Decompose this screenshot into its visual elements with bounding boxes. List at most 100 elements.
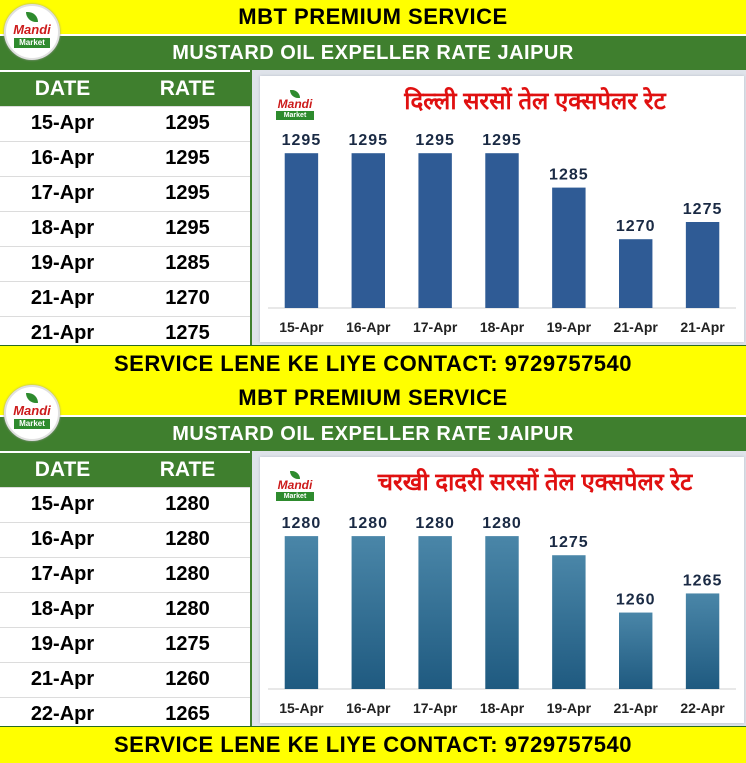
table-row: 18-Apr 1295 [0, 211, 250, 246]
data-label: 1295 [415, 132, 455, 149]
date-cell: 22-Apr [30, 703, 95, 725]
logo-subtext: Market [14, 38, 50, 48]
data-label: 1280 [348, 515, 388, 532]
rate-column-header: RATE [159, 77, 216, 100]
x-tick-label: 21-Apr [680, 319, 725, 335]
rate-cell: 1270 [165, 287, 210, 309]
contact-footer: SERVICE LENE KE LIYE CONTACT: 9729757540 [0, 345, 746, 382]
table-row: 19-Apr 1275 [0, 627, 250, 662]
rate-cell: 1280 [165, 563, 210, 585]
table-header: DATE RATE [0, 72, 250, 106]
rate-table: DATE RATE 15-Apr 1280 16-Apr 1280 17-Apr 12… [0, 453, 250, 732]
bar [552, 187, 586, 308]
date-cell: 15-Apr [30, 112, 95, 134]
date-column-header: DATE [34, 77, 91, 100]
rate-cell: 1260 [165, 668, 210, 690]
x-tick-label: 16-Apr [346, 319, 391, 335]
bar [485, 536, 519, 689]
logo-subtext: Market [14, 419, 50, 429]
leaf-icon [26, 393, 38, 403]
x-tick-label: 19-Apr [547, 700, 592, 716]
date-cell: 18-Apr [30, 598, 95, 620]
leaf-icon [26, 12, 38, 22]
data-label: 1275 [683, 201, 723, 218]
x-tick-label: 17-Apr [413, 319, 458, 335]
chart-title: चरखी दादरी सरसों तेल एक्सपेलर रेट [377, 469, 693, 496]
x-tick-label: 17-Apr [413, 700, 458, 716]
x-tick-label: 22-Apr [680, 700, 725, 716]
data-label: 1280 [482, 515, 522, 532]
data-label: 1295 [348, 132, 388, 149]
rate-subtitle: MUSTARD OIL EXPELLER RATE JAIPUR [0, 36, 746, 70]
date-cell: 18-Apr [30, 217, 95, 239]
table-row: 17-Apr 1280 [0, 557, 250, 592]
rate-cell: 1280 [165, 598, 210, 620]
table-row: 16-Apr 1280 [0, 522, 250, 557]
date-cell: 21-Apr [30, 287, 95, 309]
rate-subtitle: MUSTARD OIL EXPELLER RATE JAIPUR [0, 417, 746, 451]
premium-service-banner: MBT PREMIUM SERVICE [0, 0, 746, 34]
bar [284, 153, 319, 308]
table-row: 21-Apr 1270 [0, 281, 250, 316]
premium-service-banner: MBT PREMIUM SERVICE [0, 381, 746, 415]
rate-panel-1: MBT PREMIUM SERVICE MUSTARD OIL EXPELLER… [0, 0, 746, 382]
rate-cell: 1295 [165, 217, 210, 239]
chart-title: दिल्ली सरसों तेल एक्सपेलर रेट [404, 88, 666, 115]
date-cell: 16-Apr [30, 528, 95, 550]
rate-cell: 1275 [165, 633, 210, 655]
rate-cell: 1265 [165, 703, 210, 725]
logo-text: Mandi [13, 403, 51, 418]
leaf-icon [290, 471, 300, 479]
date-cell: 16-Apr [30, 147, 95, 169]
x-tick-label: 19-Apr [547, 319, 592, 335]
rate-cell: 1295 [165, 112, 210, 134]
bar [619, 239, 653, 308]
logo-text: Mandi [277, 478, 313, 492]
chart-logo: Mandi Market [270, 90, 320, 124]
bar-chart: Mandi Market दिल्ली सरसों तेल एक्सपेलर र… [260, 76, 744, 342]
date-cell: 19-Apr [30, 252, 95, 274]
bar-chart: Mandi Market चरखी दादरी सरसों तेल एक्सपे… [260, 457, 744, 723]
table-row: 15-Apr 1280 [0, 487, 250, 522]
date-cell: 17-Apr [30, 563, 95, 585]
bar [418, 153, 452, 308]
chart-area: Mandi Market चरखी दादरी सरसों तेल एक्सपे… [250, 451, 746, 726]
chart-area: Mandi Market दिल्ली सरसों तेल एक्सपेलर र… [250, 70, 746, 345]
table-row: 17-Apr 1295 [0, 176, 250, 211]
data-label: 1295 [282, 132, 322, 149]
leaf-icon [290, 90, 300, 98]
rate-column-header: RATE [159, 458, 216, 481]
date-column-header: DATE [34, 458, 91, 481]
contact-footer: SERVICE LENE KE LIYE CONTACT: 9729757540 [0, 726, 746, 763]
table-row: 15-Apr 1295 [0, 106, 250, 141]
chart-logo: Mandi Market [270, 471, 320, 505]
mandi-market-logo: Mandi Market [4, 4, 60, 60]
logo-subtext: Market [276, 492, 314, 501]
bar [685, 593, 720, 689]
rate-cell: 1280 [165, 493, 210, 515]
rate-table: DATE RATE 15-Apr 1295 16-Apr 1295 17-Apr 12… [0, 72, 250, 351]
data-label: 1280 [282, 515, 322, 532]
bar [619, 612, 653, 689]
bar [418, 536, 452, 689]
data-label: 1295 [482, 132, 522, 149]
x-tick-label: 16-Apr [346, 700, 391, 716]
x-tick-label: 21-Apr [614, 319, 659, 335]
bar [351, 153, 385, 308]
table-row: 19-Apr 1285 [0, 246, 250, 281]
logo-text: Mandi [13, 22, 51, 37]
logo-subtext: Market [276, 111, 314, 120]
data-label: 1280 [415, 515, 455, 532]
x-tick-label: 15-Apr [279, 700, 324, 716]
logo-text: Mandi [277, 97, 313, 111]
date-cell: 21-Apr [30, 668, 95, 690]
bar [485, 153, 519, 308]
x-tick-label: 15-Apr [279, 319, 324, 335]
bar [685, 222, 720, 308]
table-header: DATE RATE [0, 453, 250, 487]
date-cell: 21-Apr [30, 322, 95, 344]
data-label: 1265 [683, 572, 723, 589]
x-tick-label: 18-Apr [480, 319, 525, 335]
table-row: 21-Apr 1260 [0, 662, 250, 697]
bar-chart-svg: 1295 15-Apr 1295 16-Apr 1295 17-Apr 1295 18-Apr… [268, 132, 736, 335]
